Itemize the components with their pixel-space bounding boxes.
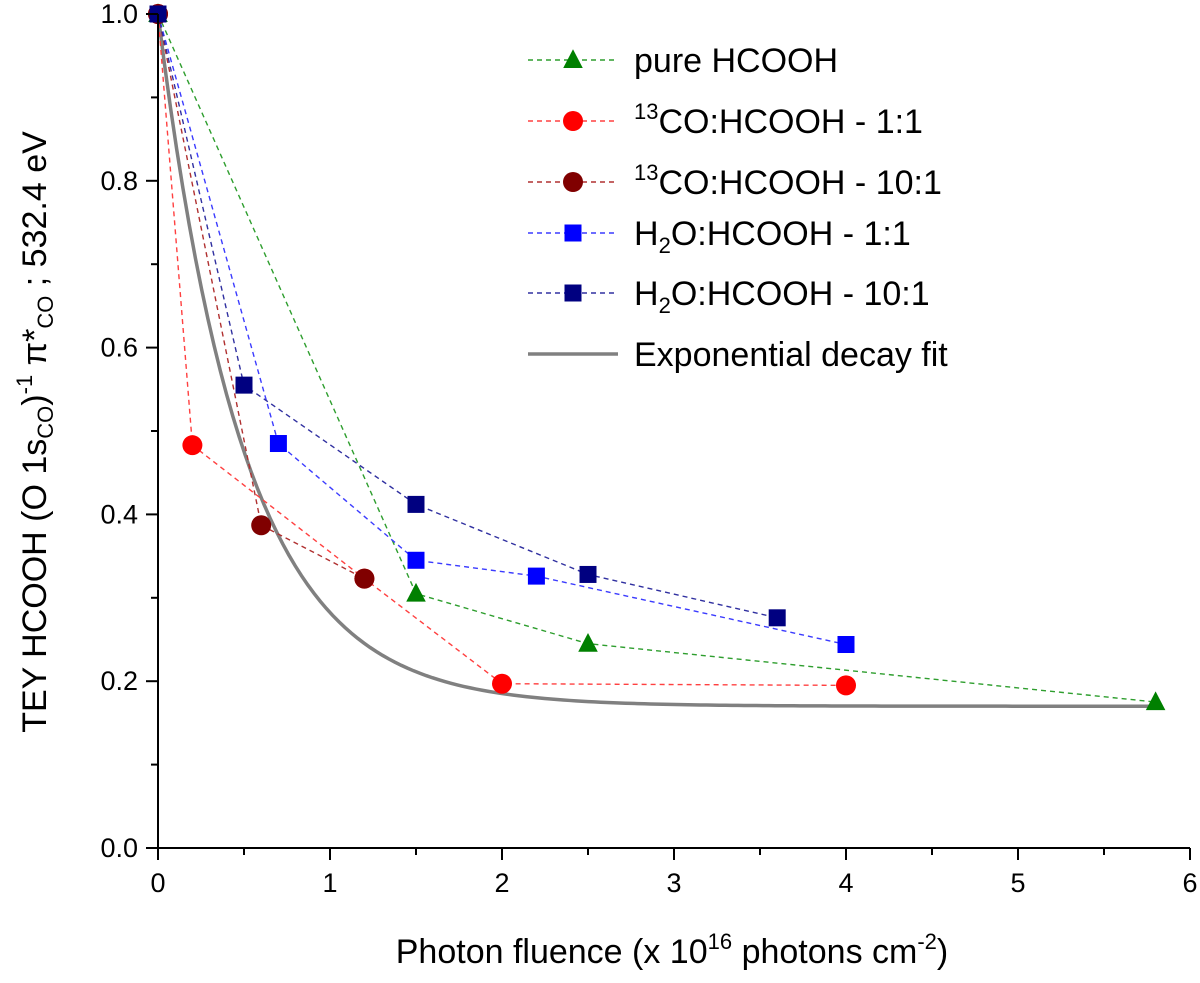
data-point — [836, 675, 856, 696]
series-line — [157, 13, 847, 646]
y-axis-title-sub1: CO — [33, 406, 58, 439]
legend-item-3: H2O:HCOOH - 1:1 — [528, 215, 911, 258]
y-axis-title-p4: ; 532.4 eV — [16, 131, 54, 296]
data-point — [269, 435, 287, 453]
legend-marker — [564, 224, 582, 242]
fit-curve — [156, 13, 1156, 708]
legend-item-4: H2O:HCOOH - 10:1 — [528, 275, 930, 318]
legend-label: H2O:HCOOH - 10:1 — [634, 275, 930, 318]
y-tick-label: 0.8 — [100, 166, 138, 196]
legend-marker — [563, 172, 583, 192]
y-tick-label: 0.0 — [100, 833, 138, 863]
x-tick-label: 3 — [666, 868, 681, 898]
legend-item-0: pure HCOOH — [528, 42, 838, 80]
data-point — [182, 435, 203, 456]
y-axis-title-sup1: -1 — [12, 375, 37, 395]
data-point — [251, 515, 272, 536]
x-tick-label: 6 — [1182, 868, 1197, 898]
legend-label: 13CO:HCOOH - 10:1 — [634, 160, 942, 202]
x-axis-title-end: ) — [937, 933, 948, 971]
x-axis-title: Photon fluence (x 1016 photons cm-2) — [396, 929, 948, 971]
series-4 — [157, 13, 778, 619]
y-tick-label: 0.6 — [100, 333, 138, 363]
y-axis-title-p1: TEY HCOOH (O 1s — [16, 439, 54, 733]
data-point — [578, 632, 598, 652]
x-tick-label: 4 — [838, 868, 853, 898]
data-point — [579, 565, 597, 583]
data-point — [837, 636, 855, 654]
y-axis-title: TEY HCOOH (O 1sCO)-1 π*CO ; 532.4 eV — [12, 131, 58, 733]
data-point — [492, 673, 512, 694]
x-axis-title-mid: photons cm — [732, 933, 917, 971]
x-axis-title-sup2: -2 — [917, 929, 937, 954]
legend-label: pure HCOOH — [634, 42, 838, 80]
series-3 — [157, 13, 847, 646]
legend-marker — [564, 284, 582, 302]
legend-label: 13CO:HCOOH - 1:1 — [634, 99, 923, 141]
data-point — [406, 582, 426, 602]
data-point — [1145, 691, 1166, 711]
series-2 — [157, 13, 365, 580]
series-markers-4 — [149, 5, 786, 627]
series-line — [157, 13, 1156, 703]
series-0 — [157, 13, 1156, 703]
y-axis-title-p3: π* — [16, 329, 54, 375]
data-point — [407, 551, 425, 569]
legend-label: H2O:HCOOH - 1:1 — [634, 215, 911, 258]
x-tick-label: 2 — [494, 868, 509, 898]
data-point — [527, 567, 545, 585]
x-axis-title-main: Photon fluence (x 10 — [396, 933, 708, 971]
x-tick-label: 1 — [322, 868, 337, 898]
x-tick-label: 0 — [150, 868, 165, 898]
legend-marker — [563, 111, 583, 131]
legend-item-1: 13CO:HCOOH - 1:1 — [528, 99, 923, 141]
x-tick-label: 5 — [1010, 868, 1025, 898]
plot-area — [148, 3, 1166, 711]
series-line — [157, 13, 778, 619]
legend-label: Exponential decay fit — [634, 336, 948, 374]
data-point — [354, 568, 375, 589]
y-tick-label: 1.0 — [100, 0, 138, 29]
x-axis-title-sup1: 16 — [708, 929, 732, 954]
legend-item-fit: Exponential decay fit — [528, 336, 948, 374]
legend-item-2: 13CO:HCOOH - 10:1 — [528, 160, 942, 202]
svg-text:Photon fluence (x 1016 photons: Photon fluence (x 1016 photons cm-2) — [396, 929, 948, 971]
legend-marker — [563, 49, 583, 69]
y-axis-title-p2: ) — [16, 394, 54, 405]
axes: 0 1 2 3 4 5 6 0.0 0.2 0.4 0.6 0.8 1.0 — [100, 0, 1197, 898]
y-axis-title-sub2: CO — [33, 296, 58, 329]
data-point — [235, 376, 253, 394]
data-point — [768, 609, 786, 627]
legend: pure HCOOH 13CO:HCOOH - 1:1 13CO:HCOOH - 1… — [528, 42, 948, 374]
y-tick-label: 0.4 — [100, 499, 138, 529]
series-line — [157, 13, 365, 580]
svg-text:TEY HCOOH (O 1sCO)-1 π*CO ; 53: TEY HCOOH (O 1sCO)-1 π*CO ; 532.4 eV — [12, 131, 58, 733]
y-tick-label: 0.2 — [100, 666, 138, 696]
data-point — [407, 495, 425, 513]
